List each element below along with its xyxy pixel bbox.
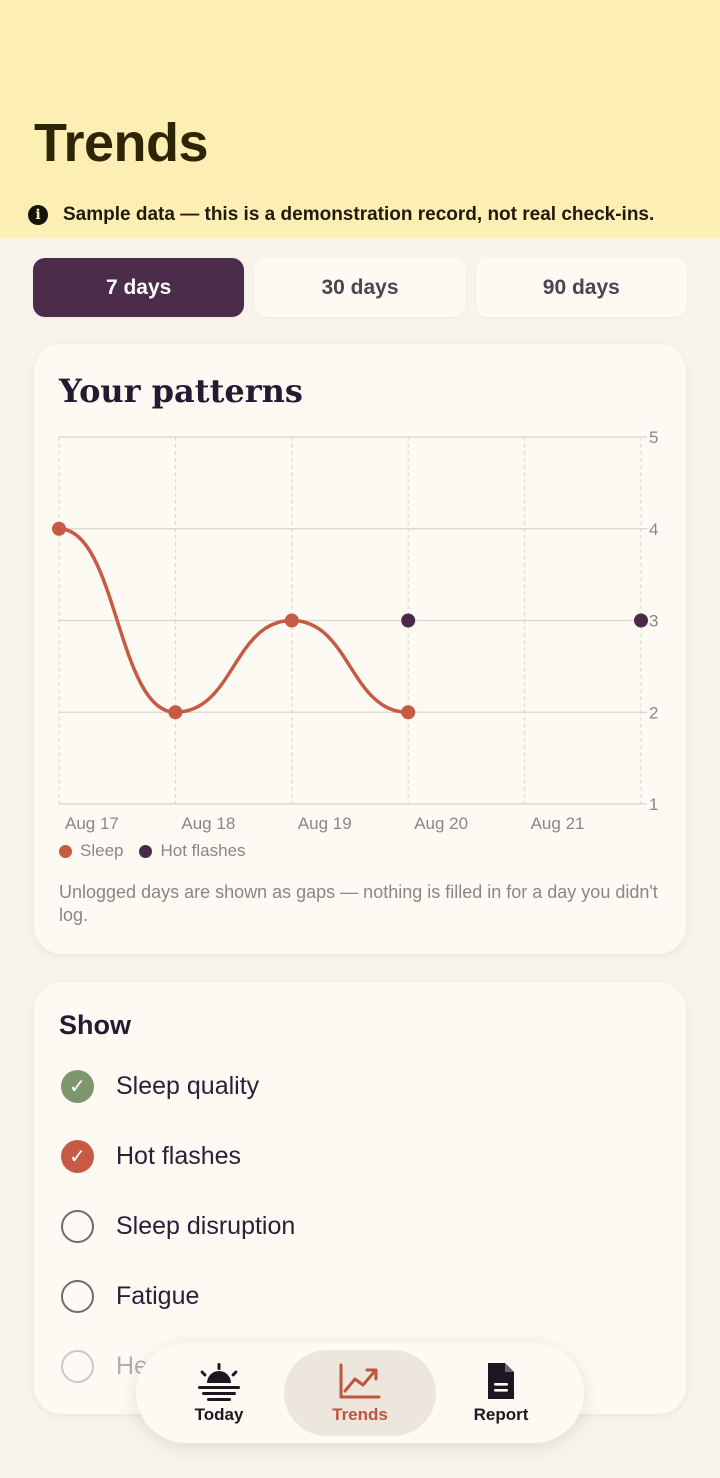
chart-legend: Sleep Hot flashes (59, 841, 246, 861)
data-point-hot-flashes (634, 613, 648, 628)
tab-trends-label: Trends (332, 1405, 388, 1424)
y-tick-label: 5 (649, 428, 658, 447)
tab-today-label: Today (194, 1405, 244, 1424)
range-selector: 7 days 30 days 90 days (33, 258, 687, 317)
legend-item-sleep: Sleep (59, 841, 123, 861)
empty-circle-icon (61, 1209, 94, 1243)
toggle-hot-flashes[interactable]: ✓ Hot flashes (61, 1138, 241, 1174)
toggle-partial-item[interactable]: He (61, 1348, 148, 1384)
patterns-card: Your patterns 1 2 3 4 5 Aug 17 Aug 18 Aug 19 Aug… (34, 344, 686, 954)
x-tick-label: Aug 18 (181, 814, 235, 833)
range-7-days[interactable]: 7 days (33, 258, 245, 317)
legend-hot-flashes-dot (139, 844, 153, 858)
patterns-chart: 1 2 3 4 5 Aug 17 Aug 18 Aug 19 Aug 20 Aug 21 (52, 428, 658, 833)
tab-today[interactable]: Today (143, 1350, 295, 1436)
data-point-hot-flashes (401, 613, 416, 628)
tab-report-label: Report (473, 1405, 529, 1424)
page-title: Trends (34, 113, 209, 173)
series-line-sleep (57, 527, 410, 715)
y-tick-label: 1 (649, 795, 658, 814)
toggle-sleep-disruption[interactable]: Sleep disruption (61, 1208, 295, 1244)
toggle-label: Hot flashes (116, 1141, 242, 1170)
tab-report[interactable]: Report (425, 1350, 577, 1436)
x-tick-label: Aug 17 (65, 814, 119, 833)
trend-chart-icon (339, 1363, 381, 1399)
y-tick-label: 4 (649, 520, 658, 539)
banner-text: Sample data — this is a demonstration re… (63, 204, 655, 225)
bottom-tab-bar: Today Trends Report (136, 1343, 584, 1443)
toggle-label: Fatigue (116, 1281, 200, 1310)
range-30-days[interactable]: 30 days (254, 258, 466, 317)
sample-data-banner: i Sample data — this is a demonstration … (28, 202, 654, 228)
y-tick-label: 3 (649, 612, 658, 631)
legend-item-hot-flashes: Hot flashes (139, 841, 246, 861)
tab-trends[interactable]: Trends (284, 1350, 436, 1436)
data-point-sleep (52, 521, 66, 536)
empty-circle-icon (61, 1349, 94, 1383)
document-icon (488, 1363, 514, 1399)
sunrise-icon (198, 1363, 240, 1401)
x-tick-label: Aug 19 (298, 814, 352, 833)
legend-hot-flashes-label: Hot flashes (160, 841, 246, 860)
toggle-sleep-quality[interactable]: ✓ Sleep quality (61, 1068, 259, 1104)
chart-note: Unlogged days are shown as gaps — nothin… (59, 882, 658, 925)
checkmark-icon: ✓ (61, 1139, 94, 1173)
header: Trends i Sample data — this is a demonst… (0, 0, 720, 238)
empty-circle-icon (61, 1279, 94, 1313)
data-point-sleep (401, 705, 416, 720)
show-title: Show (59, 1010, 131, 1040)
data-point-sleep (284, 613, 299, 628)
patterns-title: Your patterns (59, 372, 303, 410)
legend-sleep-label: Sleep (80, 841, 124, 860)
info-icon: i (28, 205, 48, 225)
show-card: Show ✓ Sleep quality ✓ Hot flashes Sleep… (34, 982, 686, 1414)
toggle-label: Sleep disruption (116, 1211, 296, 1240)
legend-sleep-dot (59, 844, 72, 858)
toggle-fatigue[interactable]: Fatigue (61, 1278, 199, 1314)
y-tick-label: 2 (649, 703, 658, 722)
checkmark-icon: ✓ (61, 1069, 94, 1103)
x-tick-label: Aug 21 (531, 814, 585, 833)
x-tick-label: Aug 20 (414, 814, 468, 833)
toggle-label: Sleep quality (116, 1071, 260, 1100)
range-90-days[interactable]: 90 days (475, 258, 687, 317)
data-point-sleep (168, 705, 183, 720)
